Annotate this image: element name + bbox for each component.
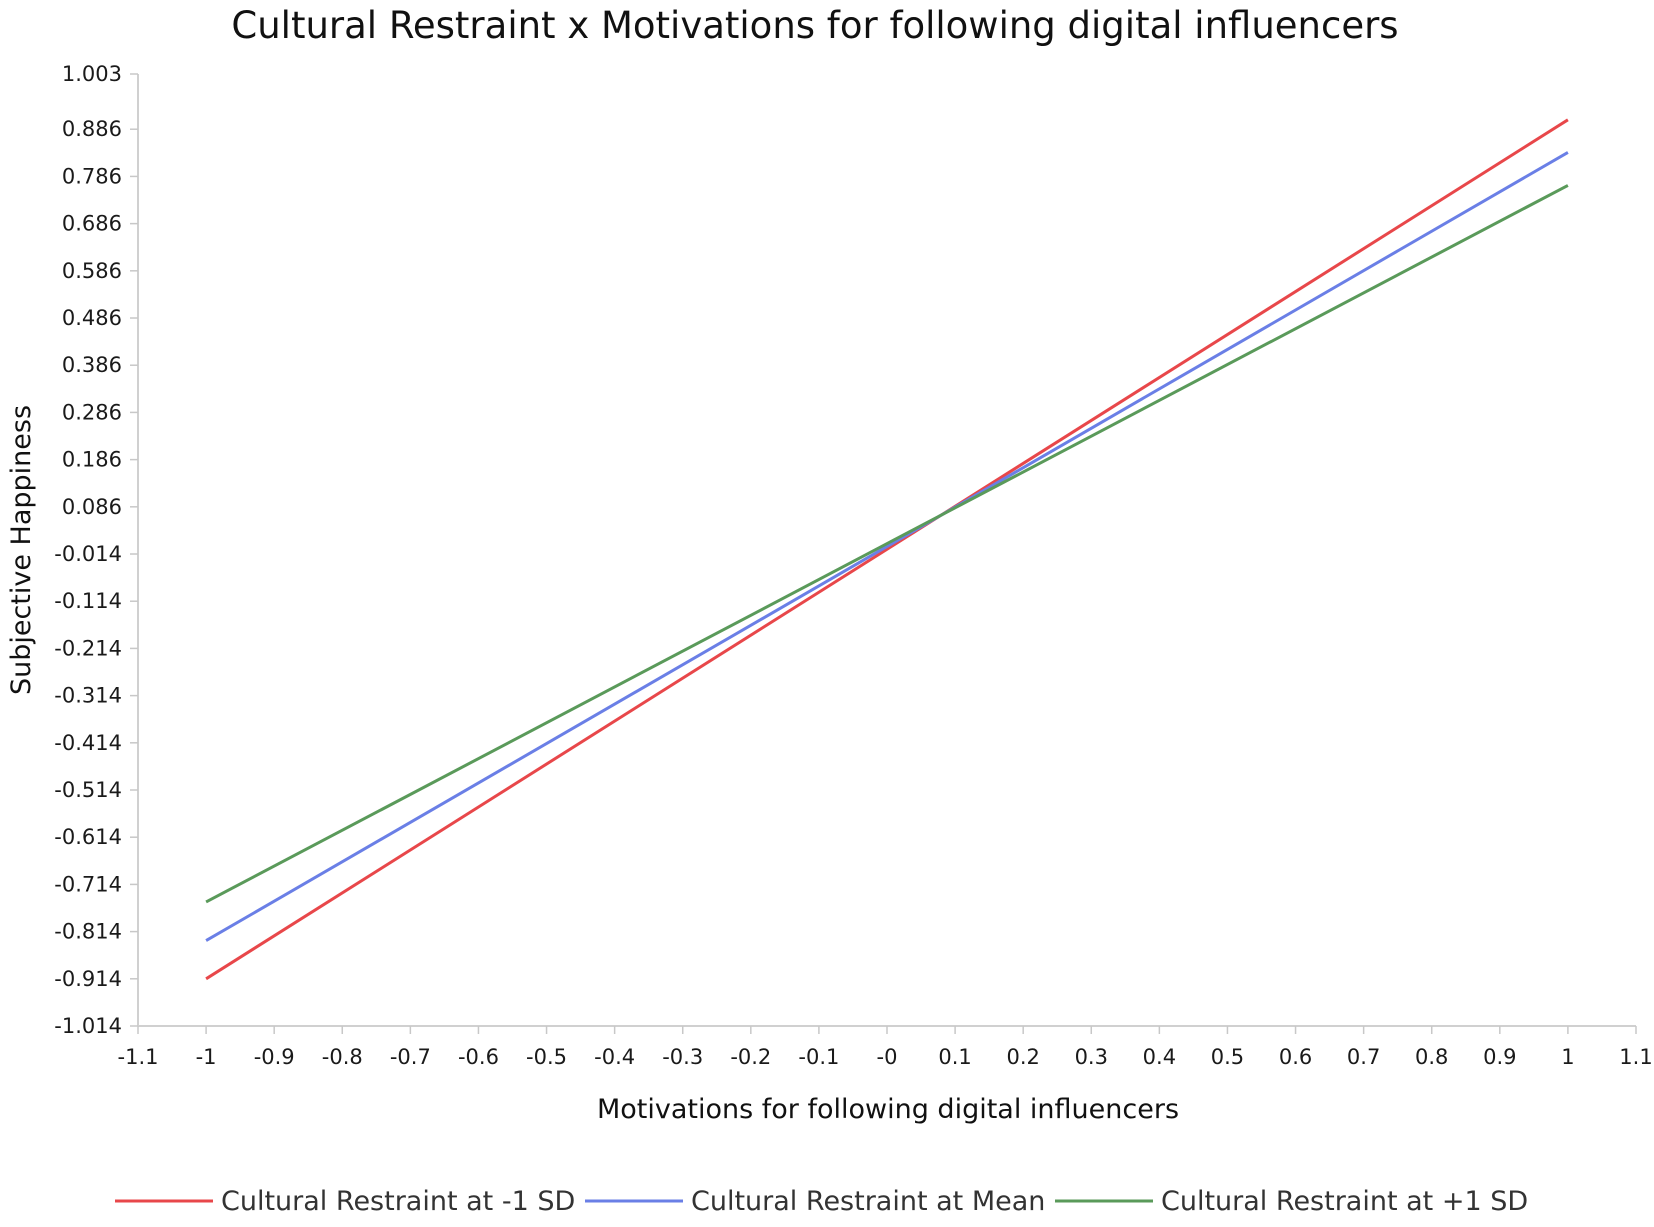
- y-tick-label: -0.714: [54, 872, 122, 896]
- x-tick-label: 0.8: [1415, 1045, 1448, 1069]
- x-axis-label: Motivations for following digital influe…: [597, 1094, 1179, 1125]
- y-tick-label: -0.614: [54, 825, 122, 849]
- y-tick-label: 1.003: [62, 62, 122, 86]
- x-tick-label: 0.6: [1279, 1045, 1312, 1069]
- x-tick-label: -0: [877, 1045, 898, 1069]
- x-tick-label: -0.6: [458, 1045, 499, 1069]
- series-line-3: [205, 184, 1569, 904]
- x-tick-label: -0.3: [662, 1045, 703, 1069]
- series-lines: [205, 118, 1569, 981]
- x-tick-label: -0.7: [390, 1045, 431, 1069]
- y-axis-label: Subjective Happiness: [6, 405, 37, 695]
- x-tick-label: -0.2: [730, 1045, 771, 1069]
- x-tick-label: -1: [196, 1045, 217, 1069]
- x-axis-ticks: -1.1 -1 -0.9 -0.8 -0.7 -0.6 -0.5 -0.4 -0.3 -0.2 -0…: [118, 1026, 1653, 1069]
- y-tick-label: -0.114: [54, 589, 122, 613]
- series-line-1: [205, 118, 1569, 981]
- y-tick-label: 0.886: [62, 117, 122, 141]
- y-tick-label: 0.386: [62, 353, 122, 377]
- legend: Cultural Restraint at -1 SD Cultural Rest…: [115, 1186, 1528, 1217]
- x-tick-label: 0.7: [1347, 1045, 1380, 1069]
- x-tick-label: 0.1: [938, 1045, 971, 1069]
- y-tick-label: 0.786: [62, 164, 122, 188]
- y-tick-label: -1.014: [54, 1014, 122, 1038]
- y-tick-label: -0.914: [54, 967, 122, 991]
- x-tick-label: 0.3: [1075, 1045, 1108, 1069]
- y-tick-label: 0.586: [62, 259, 122, 283]
- y-tick-label: -0.414: [54, 731, 122, 755]
- x-tick-label: 0.5: [1211, 1045, 1244, 1069]
- x-tick-label: -1.1: [118, 1045, 159, 1069]
- legend-label-1: Cultural Restraint at -1 SD: [221, 1186, 575, 1217]
- y-tick-label: 0.086: [62, 495, 122, 519]
- y-tick-label: 0.186: [62, 448, 122, 472]
- chart-title: Cultural Restraint x Motivations for fol…: [231, 4, 1398, 47]
- x-tick-label: -0.4: [594, 1045, 635, 1069]
- x-tick-label: -0.5: [526, 1045, 567, 1069]
- y-tick-label: 0.286: [62, 400, 122, 424]
- y-tick-label: 0.686: [62, 212, 122, 236]
- y-tick-label: -0.814: [54, 920, 122, 944]
- x-tick-label: 0.9: [1483, 1045, 1516, 1069]
- y-tick-label: -0.014: [54, 542, 122, 566]
- legend-label-2: Cultural Restraint at Mean: [691, 1186, 1045, 1217]
- x-tick-label: -0.8: [322, 1045, 363, 1069]
- series-line-2: [205, 151, 1569, 942]
- y-tick-label: -0.514: [54, 778, 122, 802]
- y-axis-ticks: 1.003 0.886 0.786 0.686 0.586 0.486 0.386 0.286…: [54, 62, 138, 1038]
- x-tick-label: 0.4: [1143, 1045, 1176, 1069]
- y-tick-label: -0.314: [54, 684, 122, 708]
- x-tick-label: -0.1: [798, 1045, 839, 1069]
- y-tick-label: 0.486: [62, 306, 122, 330]
- legend-label-3: Cultural Restraint at +1 SD: [1161, 1186, 1528, 1217]
- x-tick-label: -0.9: [254, 1045, 295, 1069]
- x-tick-label: 0.2: [1006, 1045, 1039, 1069]
- x-tick-label: 1.1: [1619, 1045, 1652, 1069]
- x-tick-label: 1: [1561, 1045, 1574, 1069]
- y-tick-label: -0.214: [54, 636, 122, 660]
